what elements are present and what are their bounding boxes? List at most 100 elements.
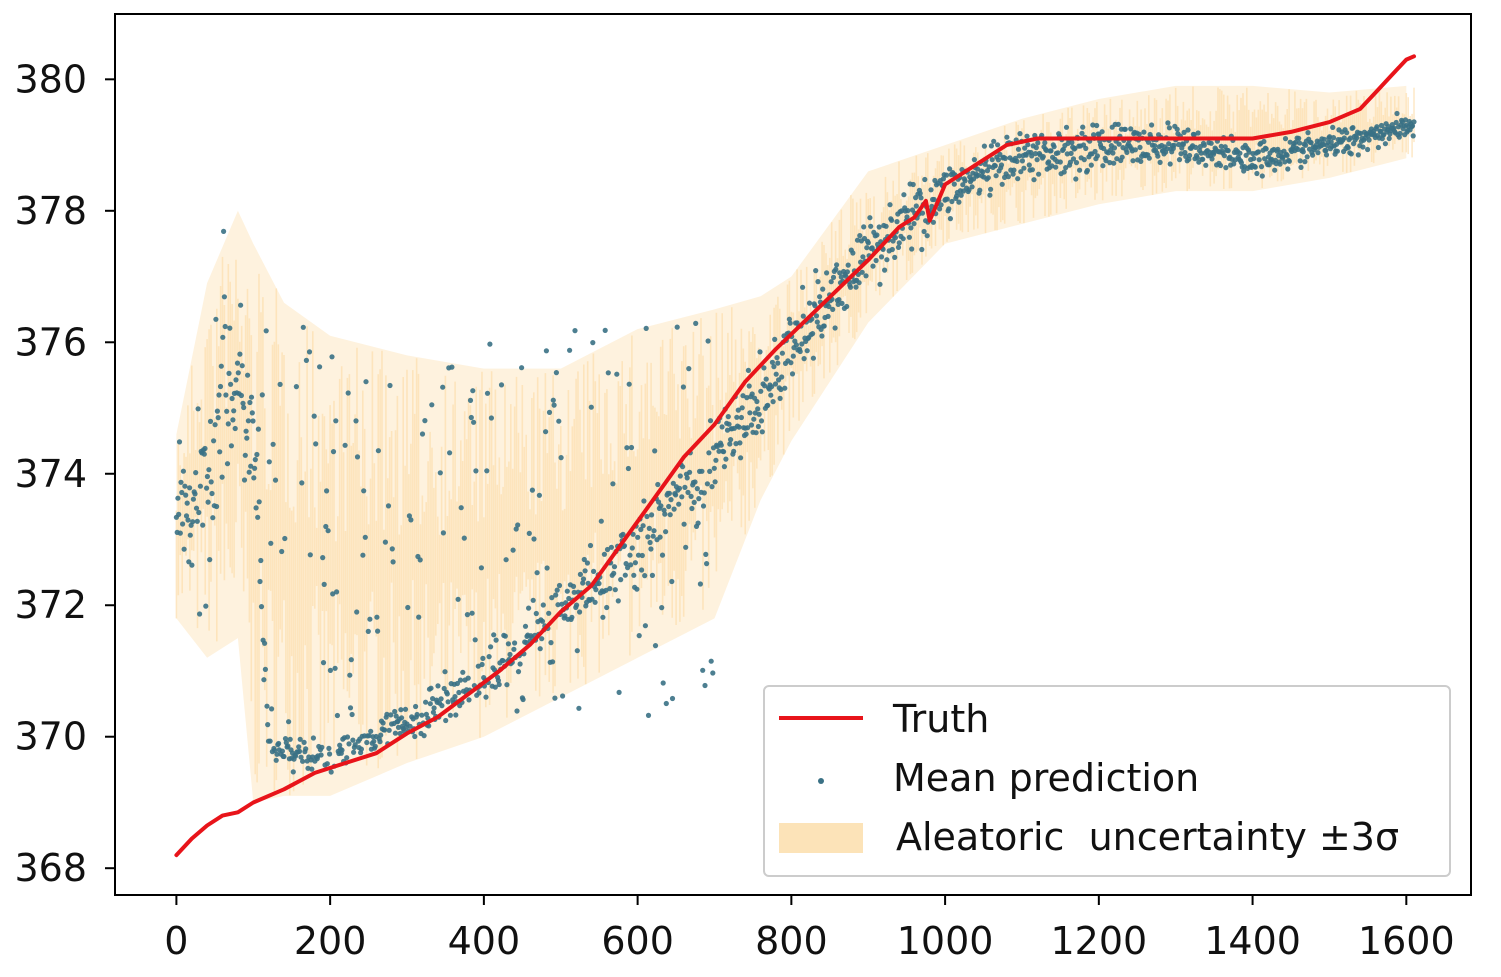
mean-prediction-point (951, 181, 957, 187)
mean-prediction-point (286, 719, 292, 725)
mean-prediction-point (270, 441, 276, 447)
mean-prediction-point (889, 217, 895, 223)
mean-prediction-point (685, 489, 691, 495)
mean-prediction-point (519, 365, 525, 371)
mean-prediction-point (1293, 139, 1299, 145)
mean-prediction-point (993, 173, 999, 179)
mean-prediction-point (758, 418, 765, 424)
mean-prediction-point (1053, 164, 1059, 170)
mean-prediction-point (440, 384, 446, 390)
mean-prediction-point (339, 747, 345, 753)
mean-prediction-point (689, 505, 695, 512)
mean-prediction-point (1005, 174, 1012, 180)
mean-prediction-point (662, 511, 668, 517)
mean-prediction-point (351, 749, 357, 755)
mean-prediction-point (445, 699, 451, 705)
mean-prediction-point (228, 381, 234, 387)
mean-prediction-point (1094, 122, 1100, 129)
mean-prediction-point (1252, 164, 1258, 170)
mean-prediction-point (770, 399, 776, 405)
mean-prediction-point (282, 535, 288, 542)
mean-prediction-point (1171, 142, 1177, 148)
mean-prediction-point (395, 724, 402, 731)
mean-prediction-point (303, 357, 309, 363)
mean-prediction-point (1344, 130, 1350, 136)
mean-prediction-point (567, 347, 573, 353)
mean-prediction-point (241, 404, 247, 411)
mean-prediction-point (754, 398, 760, 405)
mean-prediction-point (179, 489, 185, 496)
mean-prediction-point (248, 463, 254, 469)
mean-prediction-point (218, 363, 224, 369)
mean-prediction-point (498, 382, 505, 388)
mean-prediction-point (753, 430, 759, 436)
mean-prediction-point (998, 162, 1005, 168)
mean-prediction-point (272, 747, 278, 754)
mean-prediction-point (711, 465, 717, 471)
mean-prediction-point (1022, 145, 1028, 151)
mean-prediction-point (748, 422, 755, 428)
mean-prediction-point (1024, 133, 1030, 139)
mean-prediction-point (1295, 146, 1301, 152)
mean-prediction-point (889, 246, 895, 253)
legend-aleatoric-label: Aleatoric uncertainty ±3σ (896, 815, 1399, 859)
mean-prediction-point (1330, 135, 1337, 141)
mean-prediction-point (739, 405, 745, 411)
mean-prediction-point (334, 589, 340, 595)
mean-prediction-point (668, 497, 674, 503)
mean-prediction-point (659, 605, 665, 611)
mean-prediction-point (757, 349, 763, 355)
mean-prediction-point (1067, 159, 1073, 165)
mean-prediction-point (176, 511, 182, 517)
mean-prediction-point (262, 640, 268, 646)
mean-prediction-point (1145, 139, 1152, 145)
mean-prediction-point (786, 316, 793, 322)
mean-prediction-point (704, 561, 710, 567)
mean-prediction-point (272, 477, 279, 483)
mean-prediction-point (580, 576, 587, 582)
mean-prediction-point (693, 320, 699, 326)
mean-prediction-point (645, 712, 652, 719)
mean-prediction-point (495, 677, 501, 684)
mean-prediction-point (310, 735, 316, 741)
mean-prediction-point (1029, 153, 1035, 159)
mean-prediction-point (187, 485, 193, 491)
mean-prediction-point (241, 477, 248, 483)
mean-prediction-point (488, 415, 494, 421)
mean-prediction-point (574, 602, 580, 608)
mean-prediction-point (551, 402, 557, 408)
mean-prediction-point (193, 505, 200, 511)
mean-prediction-point (193, 470, 199, 476)
mean-prediction-point (492, 684, 498, 690)
truth-line-group (174, 54, 1416, 858)
mean-prediction-point (348, 657, 354, 663)
mean-prediction-point (661, 507, 667, 513)
mean-prediction-point (197, 611, 203, 617)
mean-prediction-point (769, 359, 776, 365)
mean-prediction-point (1128, 126, 1134, 132)
mean-prediction-point (544, 565, 550, 571)
x-tick-label: 1200 (1050, 919, 1147, 963)
mean-prediction-point (399, 715, 405, 721)
mean-prediction-point (412, 733, 418, 740)
mean-prediction-point (257, 578, 263, 585)
mean-prediction-point (546, 610, 552, 616)
mean-prediction-point (1021, 165, 1027, 171)
mean-prediction-point (232, 425, 238, 432)
mean-prediction-point (469, 610, 475, 616)
mean-prediction-point (577, 571, 584, 578)
mean-prediction-point (402, 706, 409, 712)
x-tick-label: 400 (448, 919, 521, 963)
mean-prediction-point (887, 202, 893, 208)
mean-prediction-point (1272, 167, 1278, 173)
mean-prediction-point (679, 494, 685, 500)
mean-prediction-point (202, 445, 208, 452)
mean-prediction-point (682, 484, 688, 490)
mean-prediction-point (1025, 142, 1031, 148)
mean-prediction-point (307, 552, 313, 558)
mean-prediction-point (337, 742, 343, 748)
mean-prediction-point (504, 682, 510, 688)
mean-prediction-point (773, 371, 779, 377)
mean-prediction-point (419, 431, 426, 437)
mean-prediction-point (718, 442, 724, 448)
